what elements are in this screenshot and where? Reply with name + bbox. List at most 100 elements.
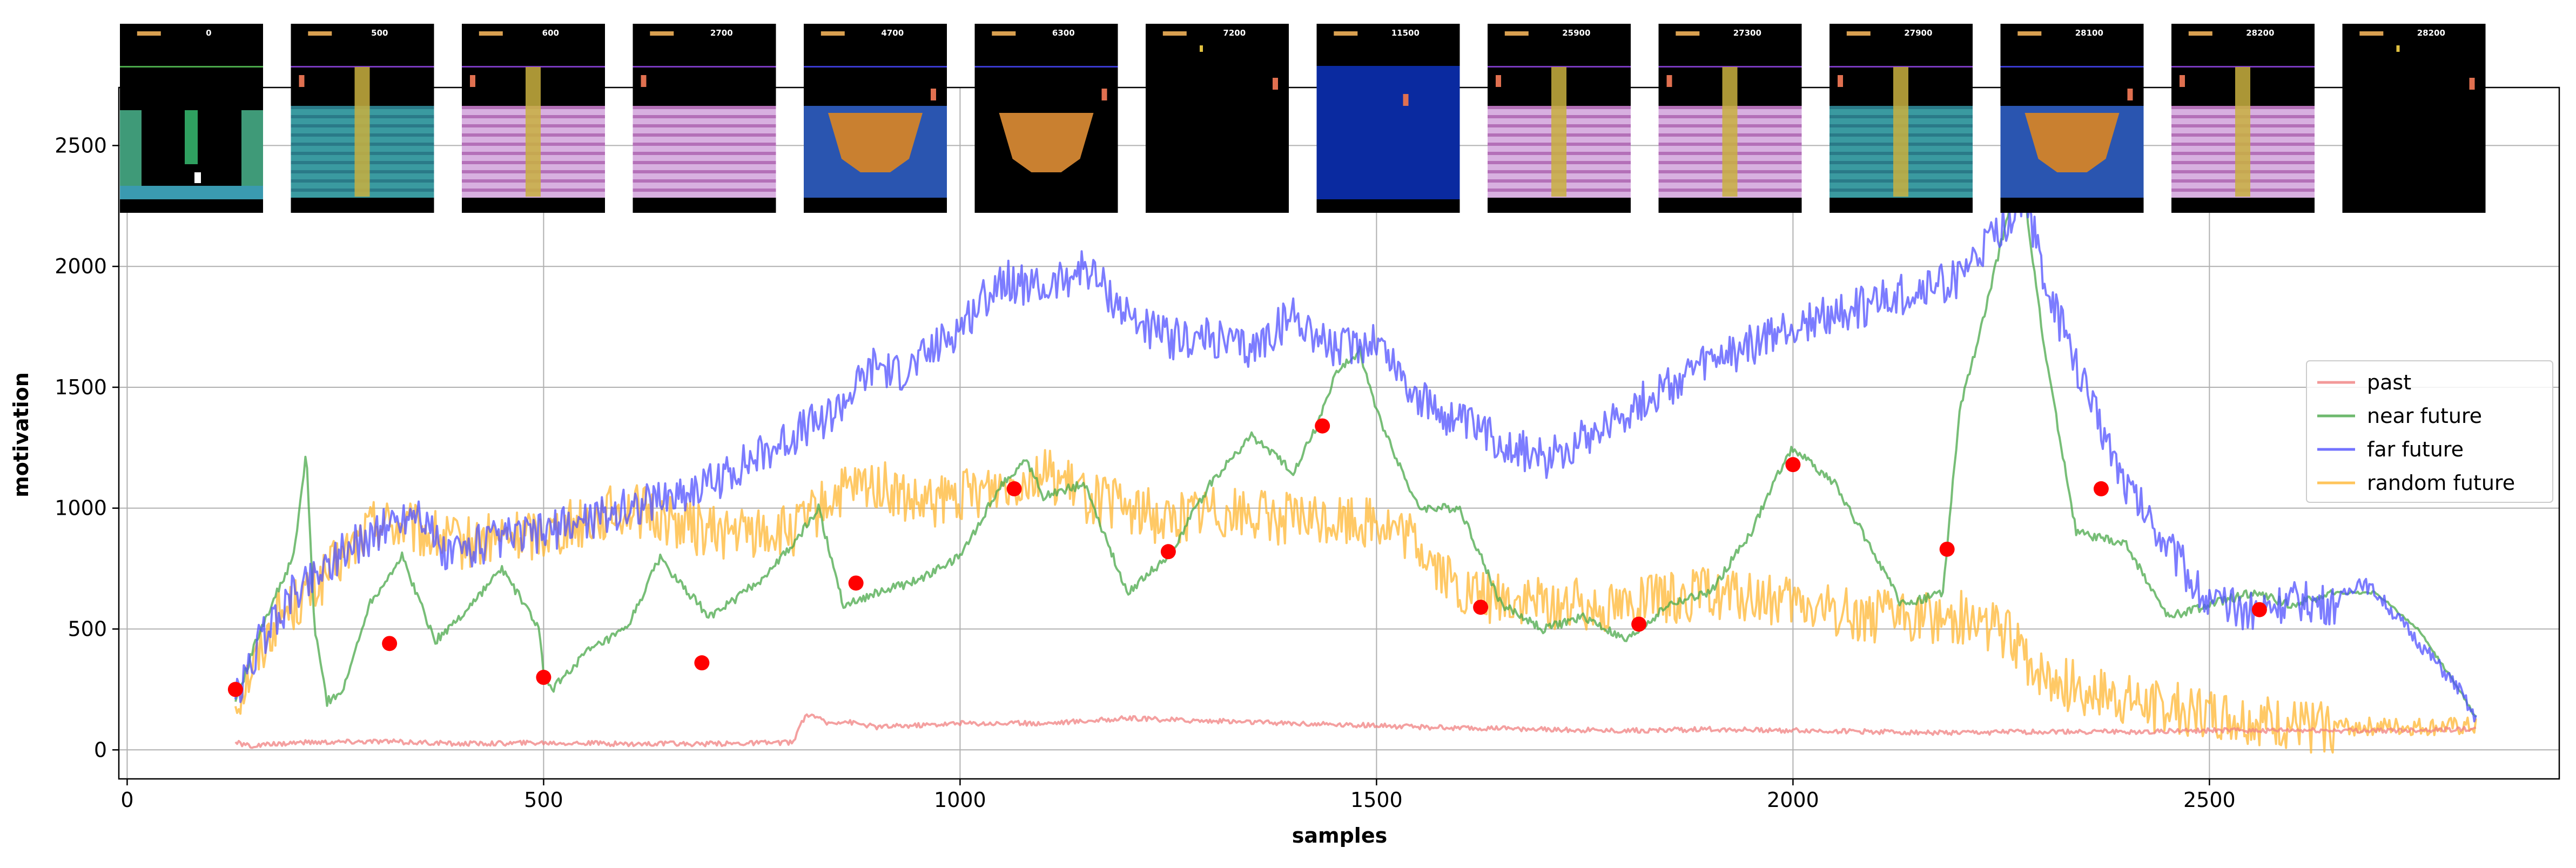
checker-stripe [633, 133, 776, 137]
checker-stripe [633, 106, 776, 109]
frame-bottom-bar [1488, 199, 1631, 213]
score-text: 27300 [1733, 28, 1761, 38]
floor-line [120, 66, 263, 68]
player-sprite [1101, 89, 1107, 100]
checker-stripe [633, 179, 776, 183]
game-frame-thumbnail: 28200 [2342, 24, 2486, 213]
skull-enemy [194, 172, 201, 183]
ladder [2235, 67, 2250, 197]
key-item [2396, 45, 2400, 52]
checkpoint-marker [1473, 600, 1489, 615]
x-axis-label: samples [1292, 824, 1387, 847]
game-frame-thumbnail: 7200 [1146, 24, 1289, 213]
checkpoint-marker [694, 655, 710, 671]
legend-label: near future [2367, 404, 2482, 428]
lives-indicator [2359, 31, 2384, 36]
lives-indicator [2017, 31, 2042, 36]
x-tick-label: 0 [120, 788, 133, 812]
ladder [1551, 67, 1566, 197]
checkpoint-marker [1315, 418, 1330, 434]
player-sprite [1838, 75, 1843, 87]
checkpoint-marker [1631, 616, 1647, 632]
checkpoint-marker [1785, 457, 1801, 473]
y-tick-label: 500 [68, 617, 107, 641]
checker-stripe [633, 152, 776, 155]
lives-indicator [2188, 31, 2212, 36]
frame-bottom-bar [804, 199, 947, 213]
checker-stripe [633, 170, 776, 173]
checkpoint-marker [1939, 541, 1955, 557]
pit-bowl [828, 113, 923, 172]
ladder [354, 67, 370, 197]
pit-bowl [999, 113, 1094, 172]
pit-bowl [2025, 113, 2120, 172]
key-item [1200, 45, 1203, 52]
lives-indicator [137, 31, 161, 36]
score-text: 11500 [1391, 28, 1420, 38]
score-text: 25900 [1562, 28, 1590, 38]
x-tick-label: 500 [524, 788, 563, 812]
series-line-near-future [234, 201, 2477, 718]
x-tick-label: 1000 [934, 788, 986, 812]
player-sprite [2180, 75, 2185, 87]
frame-background [1146, 24, 1289, 213]
game-frame-thumbnail: 4700 [804, 24, 947, 213]
game-frame-thumbnail: 11500 [1316, 24, 1460, 213]
score-text: 28100 [2075, 28, 2103, 38]
score-text: 0 [206, 28, 211, 38]
x-tick-label: 1500 [1350, 788, 1403, 812]
water-area [1316, 66, 1460, 201]
score-text: 7200 [1223, 28, 1246, 38]
checkpoint-marker [1160, 544, 1176, 560]
checker-stripe [633, 143, 776, 146]
lives-indicator [820, 31, 845, 36]
score-text: 500 [371, 28, 388, 38]
game-frame-thumbnail: 28100 [2000, 24, 2144, 213]
score-text: 600 [542, 28, 559, 38]
legend-box [2306, 360, 2553, 503]
series-line-random-future [234, 449, 2477, 754]
ladder [526, 67, 541, 197]
y-tick-label: 0 [94, 738, 107, 762]
checker-stripe [633, 124, 776, 127]
game-frame-thumbnail: 27900 [1830, 24, 1973, 213]
x-tick-label: 2000 [1767, 788, 1819, 812]
y-axis-label: motivation [9, 372, 33, 497]
lives-indicator [1504, 31, 1529, 36]
x-tick-label: 2500 [2183, 788, 2236, 812]
game-frame-thumbnail: 500 [291, 24, 434, 213]
y-tick-label: 1500 [55, 375, 107, 399]
frame-bottom-bar [1658, 199, 1802, 213]
score-text: 27900 [1904, 28, 1932, 38]
frame-bottom-bar [2171, 199, 2315, 213]
player-sprite [1273, 78, 1278, 90]
player-sprite [931, 89, 936, 100]
lives-indicator [308, 31, 332, 36]
frame-bottom-bar [120, 199, 263, 213]
y-tick-label: 2000 [55, 254, 107, 278]
lives-indicator [1676, 31, 1700, 36]
checkpoint-marker [382, 636, 398, 651]
series-line-past [234, 713, 2477, 749]
checkpoint-marker [536, 670, 551, 685]
frame-bottom-bar [291, 199, 434, 213]
floor-line [974, 66, 1118, 68]
frame-background [2342, 24, 2486, 213]
ladder [1722, 67, 1738, 197]
y-tick-label: 1000 [55, 496, 107, 520]
floor-line [1830, 66, 1973, 68]
frame-bottom-bar [1146, 199, 1289, 213]
checkpoint-marker [2093, 481, 2109, 496]
frame-bottom-bar [2000, 199, 2144, 213]
checker-stripe [633, 115, 776, 118]
floor-line [291, 66, 434, 68]
legend-label: past [2367, 371, 2411, 394]
game-frame-thumbnail: 28200 [2171, 24, 2315, 213]
floor-line [804, 66, 947, 68]
player-sprite [1666, 75, 1672, 87]
game-frame-thumbnail: 0 [120, 24, 263, 213]
lives-indicator [1334, 31, 1358, 36]
score-text: 6300 [1052, 28, 1075, 38]
